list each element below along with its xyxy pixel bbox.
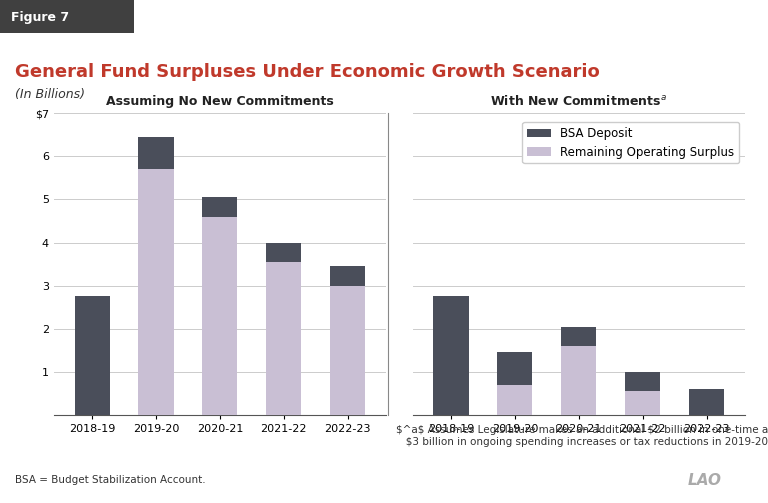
Bar [74,296,110,415]
Text: Figure 7: Figure 7 [11,12,69,25]
Text: BSA = Budget Stabilization Account.: BSA = Budget Stabilization Account. [15,475,206,485]
Text: $^a$ Assumes Legislature makes an additional $2 billion in one-time and
   $3 bi: $^a$ Assumes Legislature makes an additi… [396,425,768,447]
Bar [266,242,301,262]
Bar [498,353,532,385]
Bar [330,266,366,286]
Bar [498,385,532,415]
Bar [202,217,237,415]
Bar [689,389,724,415]
Bar [561,346,597,415]
Text: General Fund Surpluses Under Economic Growth Scenario: General Fund Surpluses Under Economic Gr… [15,63,600,81]
Legend: BSA Deposit, Remaining Operating Surplus: BSA Deposit, Remaining Operating Surplus [522,122,739,163]
Title: Assuming No New Commitments: Assuming No New Commitments [106,95,334,108]
Text: LAO: LAO [687,473,721,488]
Bar [625,391,660,415]
Bar [433,296,468,415]
Bar [138,169,174,415]
Bar [138,137,174,169]
Bar [202,197,237,217]
Text: (In Billions): (In Billions) [15,88,85,101]
Title: With New Commitments$^a$: With New Commitments$^a$ [490,94,667,108]
Bar [561,326,597,346]
Bar [330,286,366,415]
Bar [266,262,301,415]
Bar [625,372,660,391]
